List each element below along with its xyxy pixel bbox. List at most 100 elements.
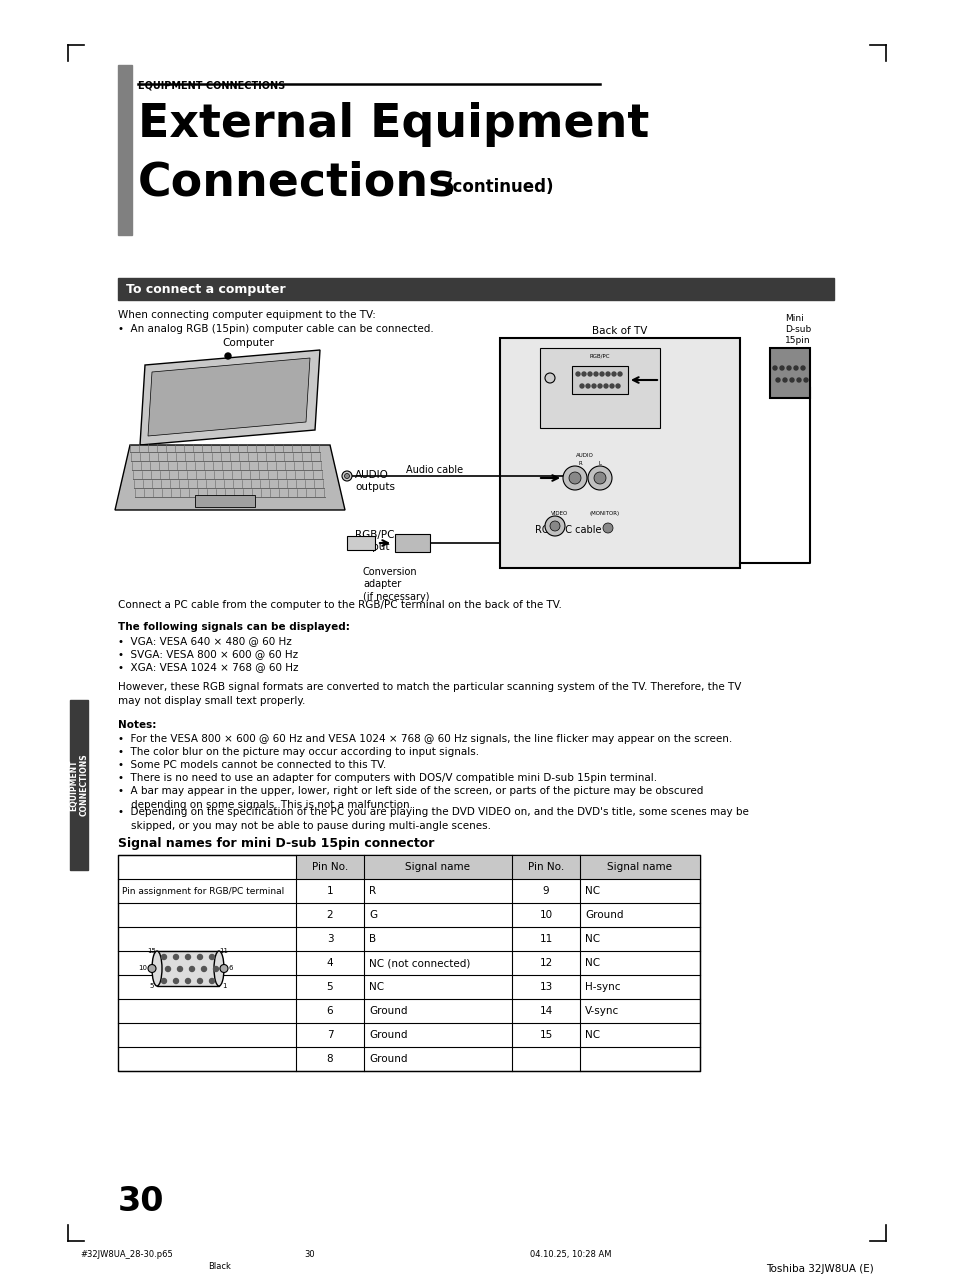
Text: Pin No.: Pin No.: [527, 862, 563, 872]
Circle shape: [618, 372, 621, 376]
Circle shape: [197, 979, 202, 984]
Text: RGB/PC: RGB/PC: [589, 352, 610, 358]
Bar: [395, 534, 430, 552]
Circle shape: [220, 964, 228, 972]
Circle shape: [173, 954, 178, 959]
Circle shape: [185, 979, 191, 984]
Text: 14: 14: [538, 1006, 552, 1016]
Circle shape: [782, 378, 786, 382]
Circle shape: [225, 352, 231, 359]
Text: •  A bar may appear in the upper, lower, right or left side of the screen, or pa: • A bar may appear in the upper, lower, …: [118, 786, 702, 810]
Text: 3: 3: [326, 934, 333, 944]
Text: Back of TV: Back of TV: [592, 325, 647, 336]
Bar: [70, 700, 88, 871]
Text: VIDEO: VIDEO: [551, 511, 568, 516]
Circle shape: [587, 372, 592, 376]
Text: NC: NC: [584, 886, 599, 896]
Text: Toshiba 32JW8UA (E): Toshiba 32JW8UA (E): [765, 1264, 873, 1274]
Bar: [118, 278, 833, 300]
Circle shape: [550, 521, 559, 531]
Text: R: R: [578, 460, 581, 466]
Text: 5: 5: [326, 983, 333, 992]
Text: 6: 6: [229, 966, 233, 971]
Text: 30: 30: [304, 1250, 315, 1259]
Circle shape: [161, 979, 167, 984]
Text: 11: 11: [538, 934, 552, 944]
Bar: [539, 349, 659, 428]
Text: •  Some PC models cannot be connected to this TV.: • Some PC models cannot be connected to …: [118, 760, 386, 770]
Text: AUDIO: AUDIO: [576, 453, 594, 458]
Polygon shape: [140, 350, 319, 445]
Text: #32JW8UA_28-30.p65: #32JW8UA_28-30.p65: [80, 1250, 172, 1259]
Bar: [572, 367, 627, 394]
Bar: [499, 338, 740, 568]
Polygon shape: [194, 495, 254, 507]
Circle shape: [544, 516, 564, 536]
Text: •  XGA: VESA 1024 × 768 @ 60 Hz: • XGA: VESA 1024 × 768 @ 60 Hz: [118, 662, 298, 673]
Circle shape: [161, 954, 167, 959]
Bar: [118, 66, 132, 235]
Text: 1: 1: [326, 886, 333, 896]
Circle shape: [177, 967, 182, 971]
Text: 1: 1: [221, 983, 226, 989]
Circle shape: [612, 372, 616, 376]
Polygon shape: [148, 358, 310, 436]
Circle shape: [562, 466, 586, 490]
Circle shape: [210, 979, 214, 984]
Text: 10: 10: [138, 966, 147, 971]
Circle shape: [344, 473, 349, 478]
Bar: [769, 349, 809, 397]
Text: H-sync: H-sync: [584, 983, 619, 992]
Text: Computer: Computer: [222, 338, 274, 349]
Text: Notes:: Notes:: [118, 720, 156, 730]
Text: •  SVGA: VESA 800 × 600 @ 60 Hz: • SVGA: VESA 800 × 600 @ 60 Hz: [118, 649, 297, 658]
Ellipse shape: [213, 952, 224, 986]
Text: 9: 9: [542, 886, 549, 896]
Text: Signal name: Signal name: [405, 862, 470, 872]
Text: R: R: [369, 886, 375, 896]
Text: L: L: [598, 460, 601, 466]
Text: Mini
D-sub
15pin: Mini D-sub 15pin: [784, 314, 810, 345]
Bar: [157, 952, 219, 986]
Text: •  Depending on the specification of the PC you are playing the DVD VIDEO on, an: • Depending on the specification of the …: [118, 808, 748, 831]
Text: To connect a computer: To connect a computer: [126, 283, 285, 297]
Text: (continued): (continued): [446, 177, 554, 195]
Text: EQUIPMENT CONNECTIONS: EQUIPMENT CONNECTIONS: [138, 80, 285, 90]
Text: AUDIO
outputs: AUDIO outputs: [355, 469, 395, 493]
Text: Audio cable: Audio cable: [406, 466, 463, 475]
Circle shape: [789, 378, 793, 382]
Circle shape: [793, 367, 797, 370]
Circle shape: [616, 385, 619, 388]
Bar: [295, 855, 700, 880]
Circle shape: [605, 372, 609, 376]
Text: V-sync: V-sync: [584, 1006, 618, 1016]
Text: NC (not connected): NC (not connected): [369, 958, 470, 968]
Text: 2: 2: [326, 910, 333, 919]
Text: NC: NC: [584, 1030, 599, 1040]
Circle shape: [603, 385, 607, 388]
Text: 15: 15: [148, 948, 156, 954]
Circle shape: [190, 967, 194, 971]
Circle shape: [165, 967, 171, 971]
Text: (MONITOR): (MONITOR): [589, 511, 619, 516]
Circle shape: [185, 954, 191, 959]
Text: RGB PC cable: RGB PC cable: [535, 525, 601, 535]
Text: 12: 12: [538, 958, 552, 968]
Circle shape: [213, 967, 218, 971]
Circle shape: [801, 367, 804, 370]
Circle shape: [201, 967, 206, 971]
Circle shape: [544, 373, 555, 383]
Polygon shape: [115, 445, 345, 511]
Text: Connect a PC cable from the computer to the RGB/PC terminal on the back of the T: Connect a PC cable from the computer to …: [118, 601, 561, 610]
Text: 04.10.25, 10:28 AM: 04.10.25, 10:28 AM: [530, 1250, 611, 1259]
Text: •  An analog RGB (15pin) computer cable can be connected.: • An analog RGB (15pin) computer cable c…: [118, 324, 434, 334]
Circle shape: [803, 378, 807, 382]
Circle shape: [602, 523, 613, 532]
Bar: [347, 536, 375, 550]
Circle shape: [599, 372, 603, 376]
Circle shape: [341, 471, 352, 481]
Circle shape: [210, 954, 214, 959]
Text: 13: 13: [538, 983, 552, 992]
Circle shape: [796, 378, 801, 382]
Text: 11: 11: [219, 948, 229, 954]
